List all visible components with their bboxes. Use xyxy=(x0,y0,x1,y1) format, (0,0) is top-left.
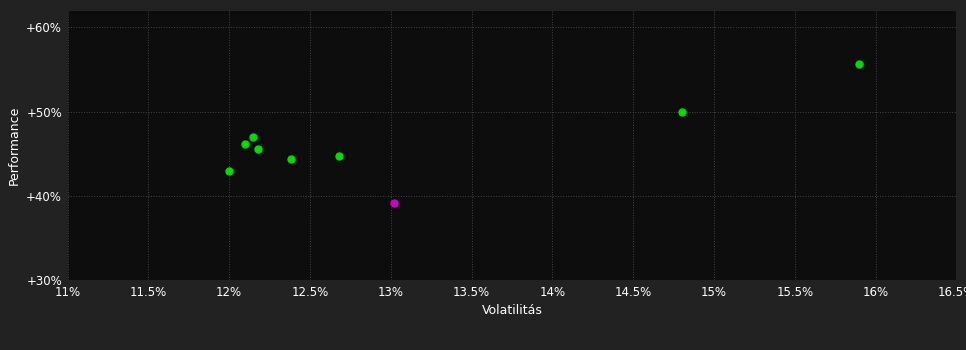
Point xyxy=(283,156,298,162)
Point xyxy=(852,62,867,67)
Point xyxy=(674,109,690,114)
Y-axis label: Performance: Performance xyxy=(8,106,20,185)
Point xyxy=(386,201,402,206)
Point xyxy=(238,141,253,146)
X-axis label: Volatilitás: Volatilitás xyxy=(481,304,543,317)
Point xyxy=(250,146,266,152)
Point xyxy=(221,168,237,173)
Point xyxy=(331,153,347,159)
Point xyxy=(245,134,261,140)
